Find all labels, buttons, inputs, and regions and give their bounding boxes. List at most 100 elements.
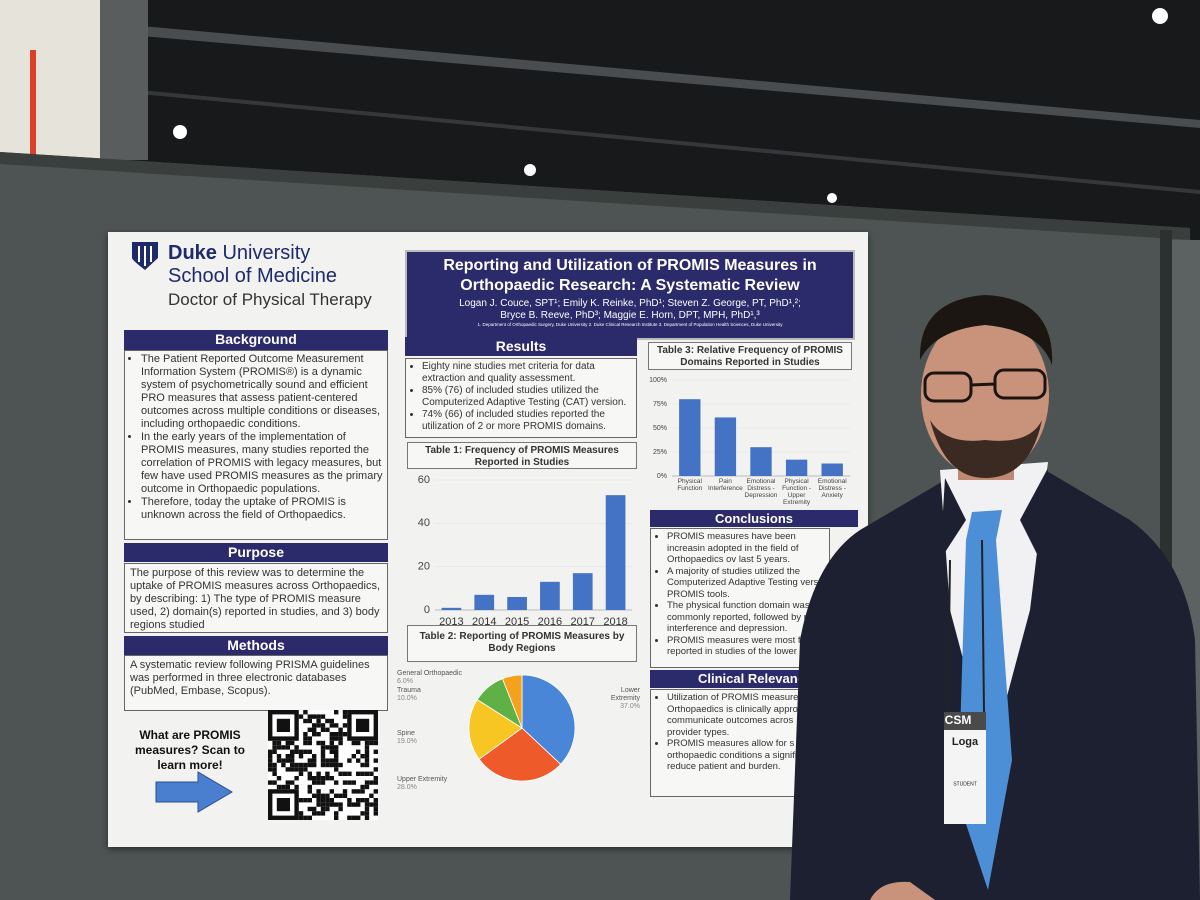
x-tick-label: 2017	[571, 616, 595, 628]
qr-module	[342, 780, 348, 785]
qr-module	[329, 798, 334, 803]
bullet-list: The Patient Reported Outcome Measurement…	[141, 353, 383, 522]
qr-module	[329, 758, 334, 763]
hair	[919, 295, 1053, 365]
x-tick-label: 2014	[472, 616, 496, 628]
qr-module	[285, 780, 290, 785]
pillar	[100, 0, 148, 160]
poster: Duke University School of Medicine Docto…	[108, 232, 868, 847]
qr-module	[312, 714, 317, 719]
qr-module	[338, 771, 343, 776]
y-tick-label: 0	[424, 604, 430, 616]
qr-module	[329, 749, 334, 754]
qr-module	[268, 762, 273, 768]
qr-module	[307, 789, 312, 794]
qr-module	[320, 740, 326, 746]
qr-module	[320, 758, 326, 763]
qr-module	[338, 762, 343, 768]
section-heading: Background	[124, 330, 388, 350]
qr-module	[342, 789, 348, 794]
badge-name: Loga	[952, 736, 979, 748]
bar	[474, 594, 495, 610]
qr-module	[307, 736, 312, 741]
qr-module	[298, 749, 304, 754]
qr-module	[373, 798, 378, 803]
chart-title: Table 2: Reporting of PROMIS Measures by…	[407, 625, 637, 662]
beam	[140, 90, 1200, 194]
qr-module	[360, 798, 365, 803]
qr-module	[290, 749, 295, 754]
qr-module	[373, 789, 378, 794]
qr-module	[303, 710, 308, 715]
qr-module	[294, 749, 299, 754]
qr-module	[351, 789, 356, 794]
qr-module	[364, 758, 370, 763]
qr-module	[334, 723, 339, 728]
bar-chart: 0 20 40 60 2013 2014 2015 2016 2017 2018	[418, 474, 632, 628]
chart-title: Table 3: Relative Frequency of PROMIS Do…	[648, 342, 852, 370]
qr-module	[303, 740, 308, 746]
qr-module	[338, 806, 343, 812]
qr-module	[325, 798, 330, 803]
qr-module	[272, 767, 277, 772]
qr-module	[312, 754, 317, 759]
qr-module	[312, 723, 317, 728]
qr-module	[303, 718, 308, 724]
y-tick-label: 75%	[653, 401, 667, 408]
qr-module	[290, 740, 295, 746]
qr-module	[268, 780, 273, 785]
bar	[785, 459, 808, 476]
qr-module	[307, 718, 312, 724]
bullet: Utilization of PROMIS measure Orthopaedi…	[667, 692, 825, 738]
bar-chart: 0% 25% 50% 75% 100%	[649, 377, 850, 480]
qr-module	[307, 762, 312, 768]
qr-module	[303, 736, 308, 741]
qr-module	[276, 758, 282, 763]
qr-module	[316, 771, 321, 776]
logo-line: Duke University	[168, 242, 310, 265]
qr-module	[312, 732, 317, 737]
pie-value-label: 10.0%	[397, 695, 417, 702]
section-heading: Clinical Relevanc	[650, 670, 830, 688]
qr-module	[276, 740, 282, 746]
qr-module	[373, 806, 378, 812]
qr-module	[294, 762, 299, 768]
qr-module	[303, 749, 308, 754]
qr-module	[307, 784, 312, 790]
logo-school: School of Medicine	[168, 265, 337, 287]
bullet: PROMIS measures have been increasin adop…	[667, 531, 825, 566]
pie-category: Spine	[397, 730, 415, 737]
qr-module	[307, 727, 312, 732]
qr-module	[272, 740, 277, 746]
qr-module	[351, 802, 356, 807]
bar	[540, 581, 560, 610]
pie-category: Upper Extremity	[397, 776, 448, 783]
section-box: The Patient Reported Outcome Measurement…	[124, 350, 388, 540]
section-box: A systematic review following PRISMA gui…	[124, 655, 388, 711]
qr-module	[285, 745, 290, 750]
qr-module	[364, 784, 370, 790]
qr-module	[364, 771, 370, 776]
qr-module	[369, 793, 374, 798]
pie-slice	[501, 674, 523, 729]
qr-module	[316, 793, 321, 798]
qr-module	[364, 745, 370, 750]
qr-module	[334, 736, 339, 741]
qr-module	[373, 780, 378, 785]
lanyard	[947, 539, 985, 713]
qr-module	[281, 745, 286, 750]
qr-module	[272, 762, 277, 768]
qr-module	[356, 749, 361, 754]
pie-label: Upper Extremity 28.0%	[397, 776, 447, 792]
y-tick-label: 60	[418, 474, 430, 486]
qr-module	[347, 802, 352, 807]
arrow	[155, 771, 233, 813]
qr-module	[316, 714, 321, 719]
x-tick-label: Emotional Distress - Depression	[744, 478, 778, 499]
light	[173, 125, 187, 139]
wall	[0, 0, 110, 160]
qr-module	[316, 776, 321, 781]
poster-title: Reporting and Utilization of PROMIS Meas…	[443, 257, 817, 294]
bullet: Therefore, today the uptake of PROMIS is…	[141, 496, 383, 522]
